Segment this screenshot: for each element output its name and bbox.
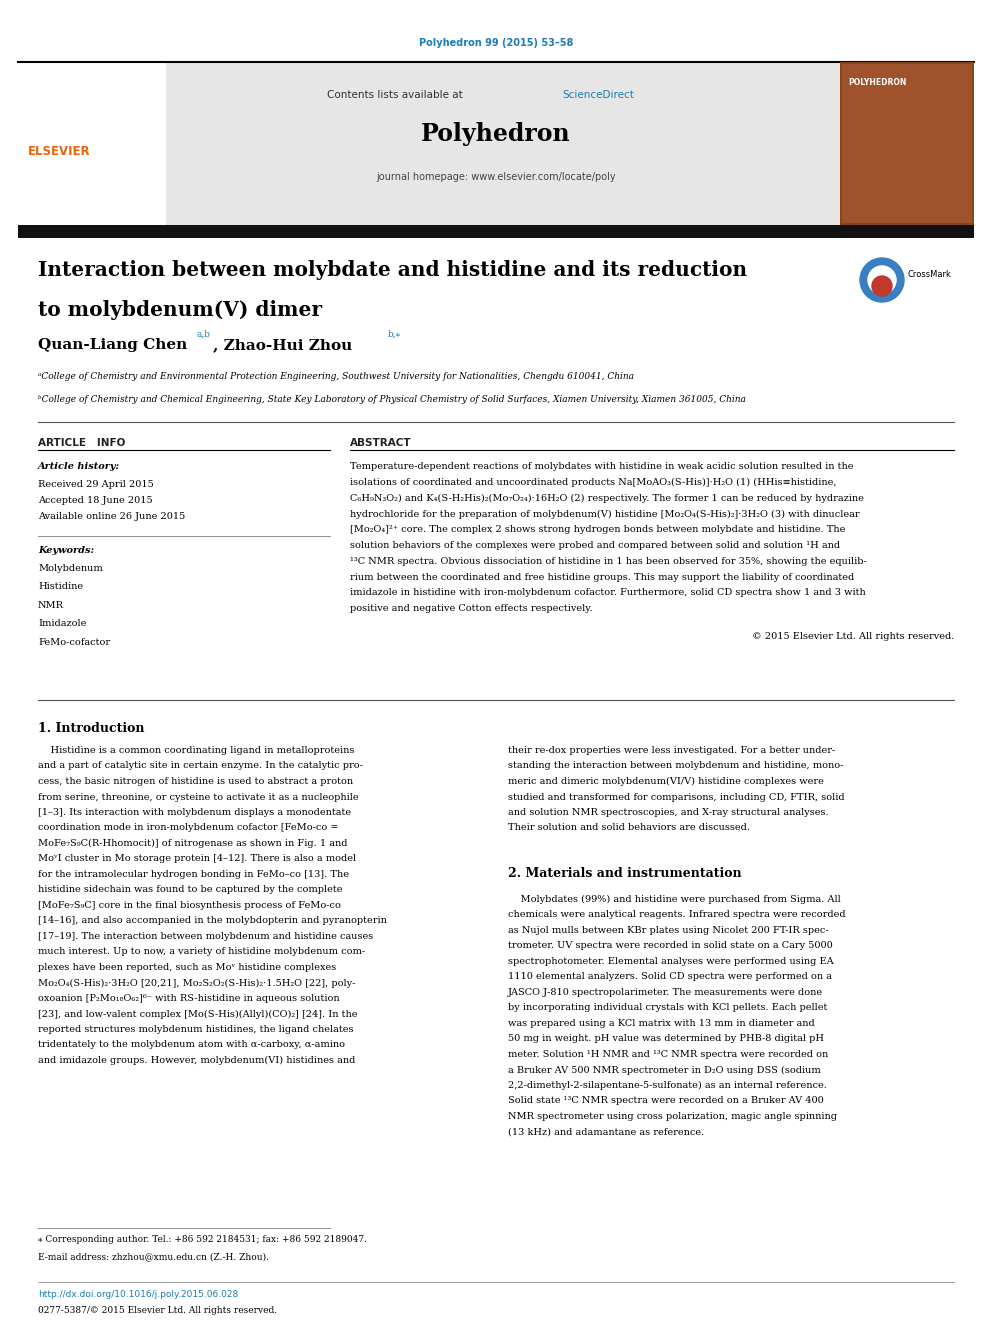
Text: ScienceDirect: ScienceDirect <box>562 90 634 101</box>
Text: ᵇCollege of Chemistry and Chemical Engineering, State Key Laboratory of Physical: ᵇCollege of Chemistry and Chemical Engin… <box>38 396 746 404</box>
Text: JASCO J-810 spectropolarimeter. The measurements were done: JASCO J-810 spectropolarimeter. The meas… <box>508 988 823 998</box>
Text: Interaction between molybdate and histidine and its reduction: Interaction between molybdate and histid… <box>38 261 747 280</box>
Text: [23], and low-valent complex [Mo(S-His)(Allyl)(CO)₂] [24]. In the: [23], and low-valent complex [Mo(S-His)(… <box>38 1009 357 1019</box>
Text: positive and negative Cotton effects respectively.: positive and negative Cotton effects res… <box>350 605 592 613</box>
Text: 1110 elemental analyzers. Solid CD spectra were performed on a: 1110 elemental analyzers. Solid CD spect… <box>508 972 832 982</box>
Text: plexes have been reported, such as Moᵛ histidine complexes: plexes have been reported, such as Moᵛ h… <box>38 963 336 972</box>
Text: a,b: a,b <box>196 329 210 339</box>
Text: cess, the basic nitrogen of histidine is used to abstract a proton: cess, the basic nitrogen of histidine is… <box>38 777 353 786</box>
Text: ABSTRACT: ABSTRACT <box>350 438 412 448</box>
Bar <box>18 225 974 238</box>
Text: meter. Solution ¹H NMR and ¹³C NMR spectra were recorded on: meter. Solution ¹H NMR and ¹³C NMR spect… <box>508 1050 828 1058</box>
Text: Keywords:: Keywords: <box>38 546 94 556</box>
Text: trometer. UV spectra were recorded in solid state on a Cary 5000: trometer. UV spectra were recorded in so… <box>508 942 832 950</box>
Text: 1. Introduction: 1. Introduction <box>38 722 145 736</box>
Text: Available online 26 June 2015: Available online 26 June 2015 <box>38 512 186 521</box>
Text: CrossMark: CrossMark <box>907 270 951 279</box>
Bar <box>842 64 972 224</box>
Text: E-mail address: zhzhou@xmu.edu.cn (Z.-H. Zhou).: E-mail address: zhzhou@xmu.edu.cn (Z.-H.… <box>38 1252 269 1261</box>
Text: Molybdenum: Molybdenum <box>38 564 103 573</box>
Text: histidine sidechain was found to be captured by the complete: histidine sidechain was found to be capt… <box>38 885 342 894</box>
Text: ¹³C NMR spectra. Obvious dissociation of histidine in 1 has been observed for 35: ¹³C NMR spectra. Obvious dissociation of… <box>350 557 867 566</box>
Text: Polyhedron: Polyhedron <box>422 122 570 146</box>
Text: Mo₂O₄(S-His)₂·3H₂O [20,21], Mo₂S₂O₂(S-His)₂·1.5H₂O [22], poly-: Mo₂O₄(S-His)₂·3H₂O [20,21], Mo₂S₂O₂(S-Hi… <box>38 979 355 988</box>
Text: Solid state ¹³C NMR spectra were recorded on a Bruker AV 400: Solid state ¹³C NMR spectra were recorde… <box>508 1097 823 1106</box>
Text: [MoFe₇S₉C] core in the final biosynthesis process of FeMo-co: [MoFe₇S₉C] core in the final biosynthesi… <box>38 901 341 910</box>
Text: rium between the coordinated and free histidine groups. This may support the lia: rium between the coordinated and free hi… <box>350 573 854 582</box>
Text: coordination mode in iron-molybdenum cofactor [FeMo-co =: coordination mode in iron-molybdenum cof… <box>38 823 338 832</box>
Text: Quan-Liang Chen: Quan-Liang Chen <box>38 337 187 352</box>
Circle shape <box>860 258 904 302</box>
Text: for the intramolecular hydrogen bonding in FeMo–co [13]. The: for the intramolecular hydrogen bonding … <box>38 871 349 878</box>
Text: 2,2-dimethyl-2-silapentane-5-sulfonate) as an internal reference.: 2,2-dimethyl-2-silapentane-5-sulfonate) … <box>508 1081 827 1090</box>
Text: Histidine: Histidine <box>38 582 83 591</box>
Text: to molybdenum(V) dimer: to molybdenum(V) dimer <box>38 300 322 320</box>
Text: ⁎ Corresponding author. Tel.: +86 592 2184531; fax: +86 592 2189047.: ⁎ Corresponding author. Tel.: +86 592 21… <box>38 1234 367 1244</box>
Bar <box>840 62 974 225</box>
Text: [Mo₂O₄]²⁺ core. The complex 2 shows strong hydrogen bonds between molybdate and : [Mo₂O₄]²⁺ core. The complex 2 shows stro… <box>350 525 845 534</box>
Text: 2. Materials and instrumentation: 2. Materials and instrumentation <box>508 867 742 880</box>
Text: and solution NMR spectroscopies, and X-ray structural analyses.: and solution NMR spectroscopies, and X-r… <box>508 808 828 818</box>
Text: Imidazole: Imidazole <box>38 619 86 628</box>
Text: NMR: NMR <box>38 601 64 610</box>
Text: 50 mg in weight. pH value was determined by PHB-8 digital pH: 50 mg in weight. pH value was determined… <box>508 1035 824 1044</box>
Text: NMR spectrometer using cross polarization, magic angle spinning: NMR spectrometer using cross polarizatio… <box>508 1113 837 1121</box>
Text: POLYHEDRON: POLYHEDRON <box>848 78 907 87</box>
Circle shape <box>872 277 892 296</box>
Text: by incorporating individual crystals with KCl pellets. Each pellet: by incorporating individual crystals wit… <box>508 1004 827 1012</box>
Text: C₆H₉N₃O₂) and K₄(S-H₂His)₂(Mo₇O₂₄)·16H₂O (2) respectively. The former 1 can be r: C₆H₉N₃O₂) and K₄(S-H₂His)₂(Mo₇O₂₄)·16H₂O… <box>350 493 864 503</box>
Text: imidazole in histidine with iron-molybdenum cofactor. Furthermore, solid CD spec: imidazole in histidine with iron-molybde… <box>350 589 866 598</box>
Text: [1–3]. Its interaction with molybdenum displays a monodentate: [1–3]. Its interaction with molybdenum d… <box>38 808 351 818</box>
Circle shape <box>868 266 896 294</box>
Text: standing the interaction between molybdenum and histidine, mono-: standing the interaction between molybde… <box>508 762 843 770</box>
Text: solution behaviors of the complexes were probed and compared between solid and s: solution behaviors of the complexes were… <box>350 541 840 550</box>
Text: chemicals were analytical reagents. Infrared spectra were recorded: chemicals were analytical reagents. Infr… <box>508 910 845 919</box>
Text: [14–16], and also accompanied in the molybdopterin and pyranopterin: [14–16], and also accompanied in the mol… <box>38 917 387 926</box>
Text: 0277-5387/© 2015 Elsevier Ltd. All rights reserved.: 0277-5387/© 2015 Elsevier Ltd. All right… <box>38 1306 277 1315</box>
Text: hydrochloride for the preparation of molybdenum(V) histidine [Mo₂O₄(S-His)₂]·3H₂: hydrochloride for the preparation of mol… <box>350 509 860 519</box>
Text: MoᵛI cluster in Mo storage protein [4–12]. There is also a model: MoᵛI cluster in Mo storage protein [4–12… <box>38 855 356 864</box>
Text: © 2015 Elsevier Ltd. All rights reserved.: © 2015 Elsevier Ltd. All rights reserved… <box>752 632 954 642</box>
Bar <box>18 62 974 225</box>
Text: ᵃCollege of Chemistry and Environmental Protection Engineering, Southwest Univer: ᵃCollege of Chemistry and Environmental … <box>38 372 634 381</box>
Text: Temperature-dependent reactions of molybdates with histidine in weak acidic solu: Temperature-dependent reactions of molyb… <box>350 462 853 471</box>
Text: from serine, threonine, or cysteine to activate it as a nucleophile: from serine, threonine, or cysteine to a… <box>38 792 359 802</box>
Text: and a part of catalytic site in certain enzyme. In the catalytic pro-: and a part of catalytic site in certain … <box>38 762 363 770</box>
Text: Received 29 April 2015: Received 29 April 2015 <box>38 480 154 490</box>
Text: much interest. Up to now, a variety of histidine molybdenum com-: much interest. Up to now, a variety of h… <box>38 947 365 957</box>
Text: oxoanion [P₂Mo₁₈O₆₂]⁶⁻ with RS-histidine in aqueous solution: oxoanion [P₂Mo₁₈O₆₂]⁶⁻ with RS-histidine… <box>38 994 339 1003</box>
Text: b,⁎: b,⁎ <box>388 329 401 339</box>
Text: spectrophotometer. Elemental analyses were performed using EA: spectrophotometer. Elemental analyses we… <box>508 957 833 966</box>
Text: journal homepage: www.elsevier.com/locate/poly: journal homepage: www.elsevier.com/locat… <box>376 172 616 183</box>
Text: FeMo-cofactor: FeMo-cofactor <box>38 638 110 647</box>
Text: Contents lists available at: Contents lists available at <box>327 90 466 101</box>
Text: meric and dimeric molybdenum(VI/V) histidine complexes were: meric and dimeric molybdenum(VI/V) histi… <box>508 777 824 786</box>
Text: [17–19]. The interaction between molybdenum and histidine causes: [17–19]. The interaction between molybde… <box>38 931 373 941</box>
Text: as Nujol mulls between KBr plates using Nicolet 200 FT-IR spec-: as Nujol mulls between KBr plates using … <box>508 926 828 935</box>
Text: was prepared using a KCl matrix with 13 mm in diameter and: was prepared using a KCl matrix with 13 … <box>508 1019 814 1028</box>
Text: Accepted 18 June 2015: Accepted 18 June 2015 <box>38 496 153 505</box>
Text: Histidine is a common coordinating ligand in metalloproteins: Histidine is a common coordinating ligan… <box>38 746 354 755</box>
Text: http://dx.doi.org/10.1016/j.poly.2015.06.028: http://dx.doi.org/10.1016/j.poly.2015.06… <box>38 1290 238 1299</box>
Text: reported structures molybdenum histidines, the ligand chelates: reported structures molybdenum histidine… <box>38 1025 353 1035</box>
Text: Molybdates (99%) and histidine were purchased from Sigma. All: Molybdates (99%) and histidine were purc… <box>508 894 841 904</box>
Text: (13 kHz) and adamantane as reference.: (13 kHz) and adamantane as reference. <box>508 1127 704 1136</box>
Text: ARTICLE   INFO: ARTICLE INFO <box>38 438 125 448</box>
Text: ELSEVIER: ELSEVIER <box>28 146 90 157</box>
Bar <box>18 62 166 225</box>
Text: Their solution and solid behaviors are discussed.: Their solution and solid behaviors are d… <box>508 823 750 832</box>
Text: MoFe₇S₉C(R-Hhomocit)] of nitrogenase as shown in Fig. 1 and: MoFe₇S₉C(R-Hhomocit)] of nitrogenase as … <box>38 839 347 848</box>
Text: and imidazole groups. However, molybdenum(VI) histidines and: and imidazole groups. However, molybdenu… <box>38 1056 355 1065</box>
Text: isolations of coordinated and uncoordinated products Na[MoAO₃(S-His)]·H₂O (1) (H: isolations of coordinated and uncoordina… <box>350 478 836 487</box>
Text: , Zhao-Hui Zhou: , Zhao-Hui Zhou <box>213 337 352 352</box>
Text: studied and transformed for comparisons, including CD, FTIR, solid: studied and transformed for comparisons,… <box>508 792 844 802</box>
Text: Polyhedron 99 (2015) 53–58: Polyhedron 99 (2015) 53–58 <box>419 38 573 48</box>
Text: a Bruker AV 500 NMR spectrometer in D₂O using DSS (sodium: a Bruker AV 500 NMR spectrometer in D₂O … <box>508 1065 820 1074</box>
Text: their re-dox properties were less investigated. For a better under-: their re-dox properties were less invest… <box>508 746 835 755</box>
Text: tridentately to the molybdenum atom with α-carboxy, α-amino: tridentately to the molybdenum atom with… <box>38 1040 345 1049</box>
Text: Article history:: Article history: <box>38 462 120 471</box>
